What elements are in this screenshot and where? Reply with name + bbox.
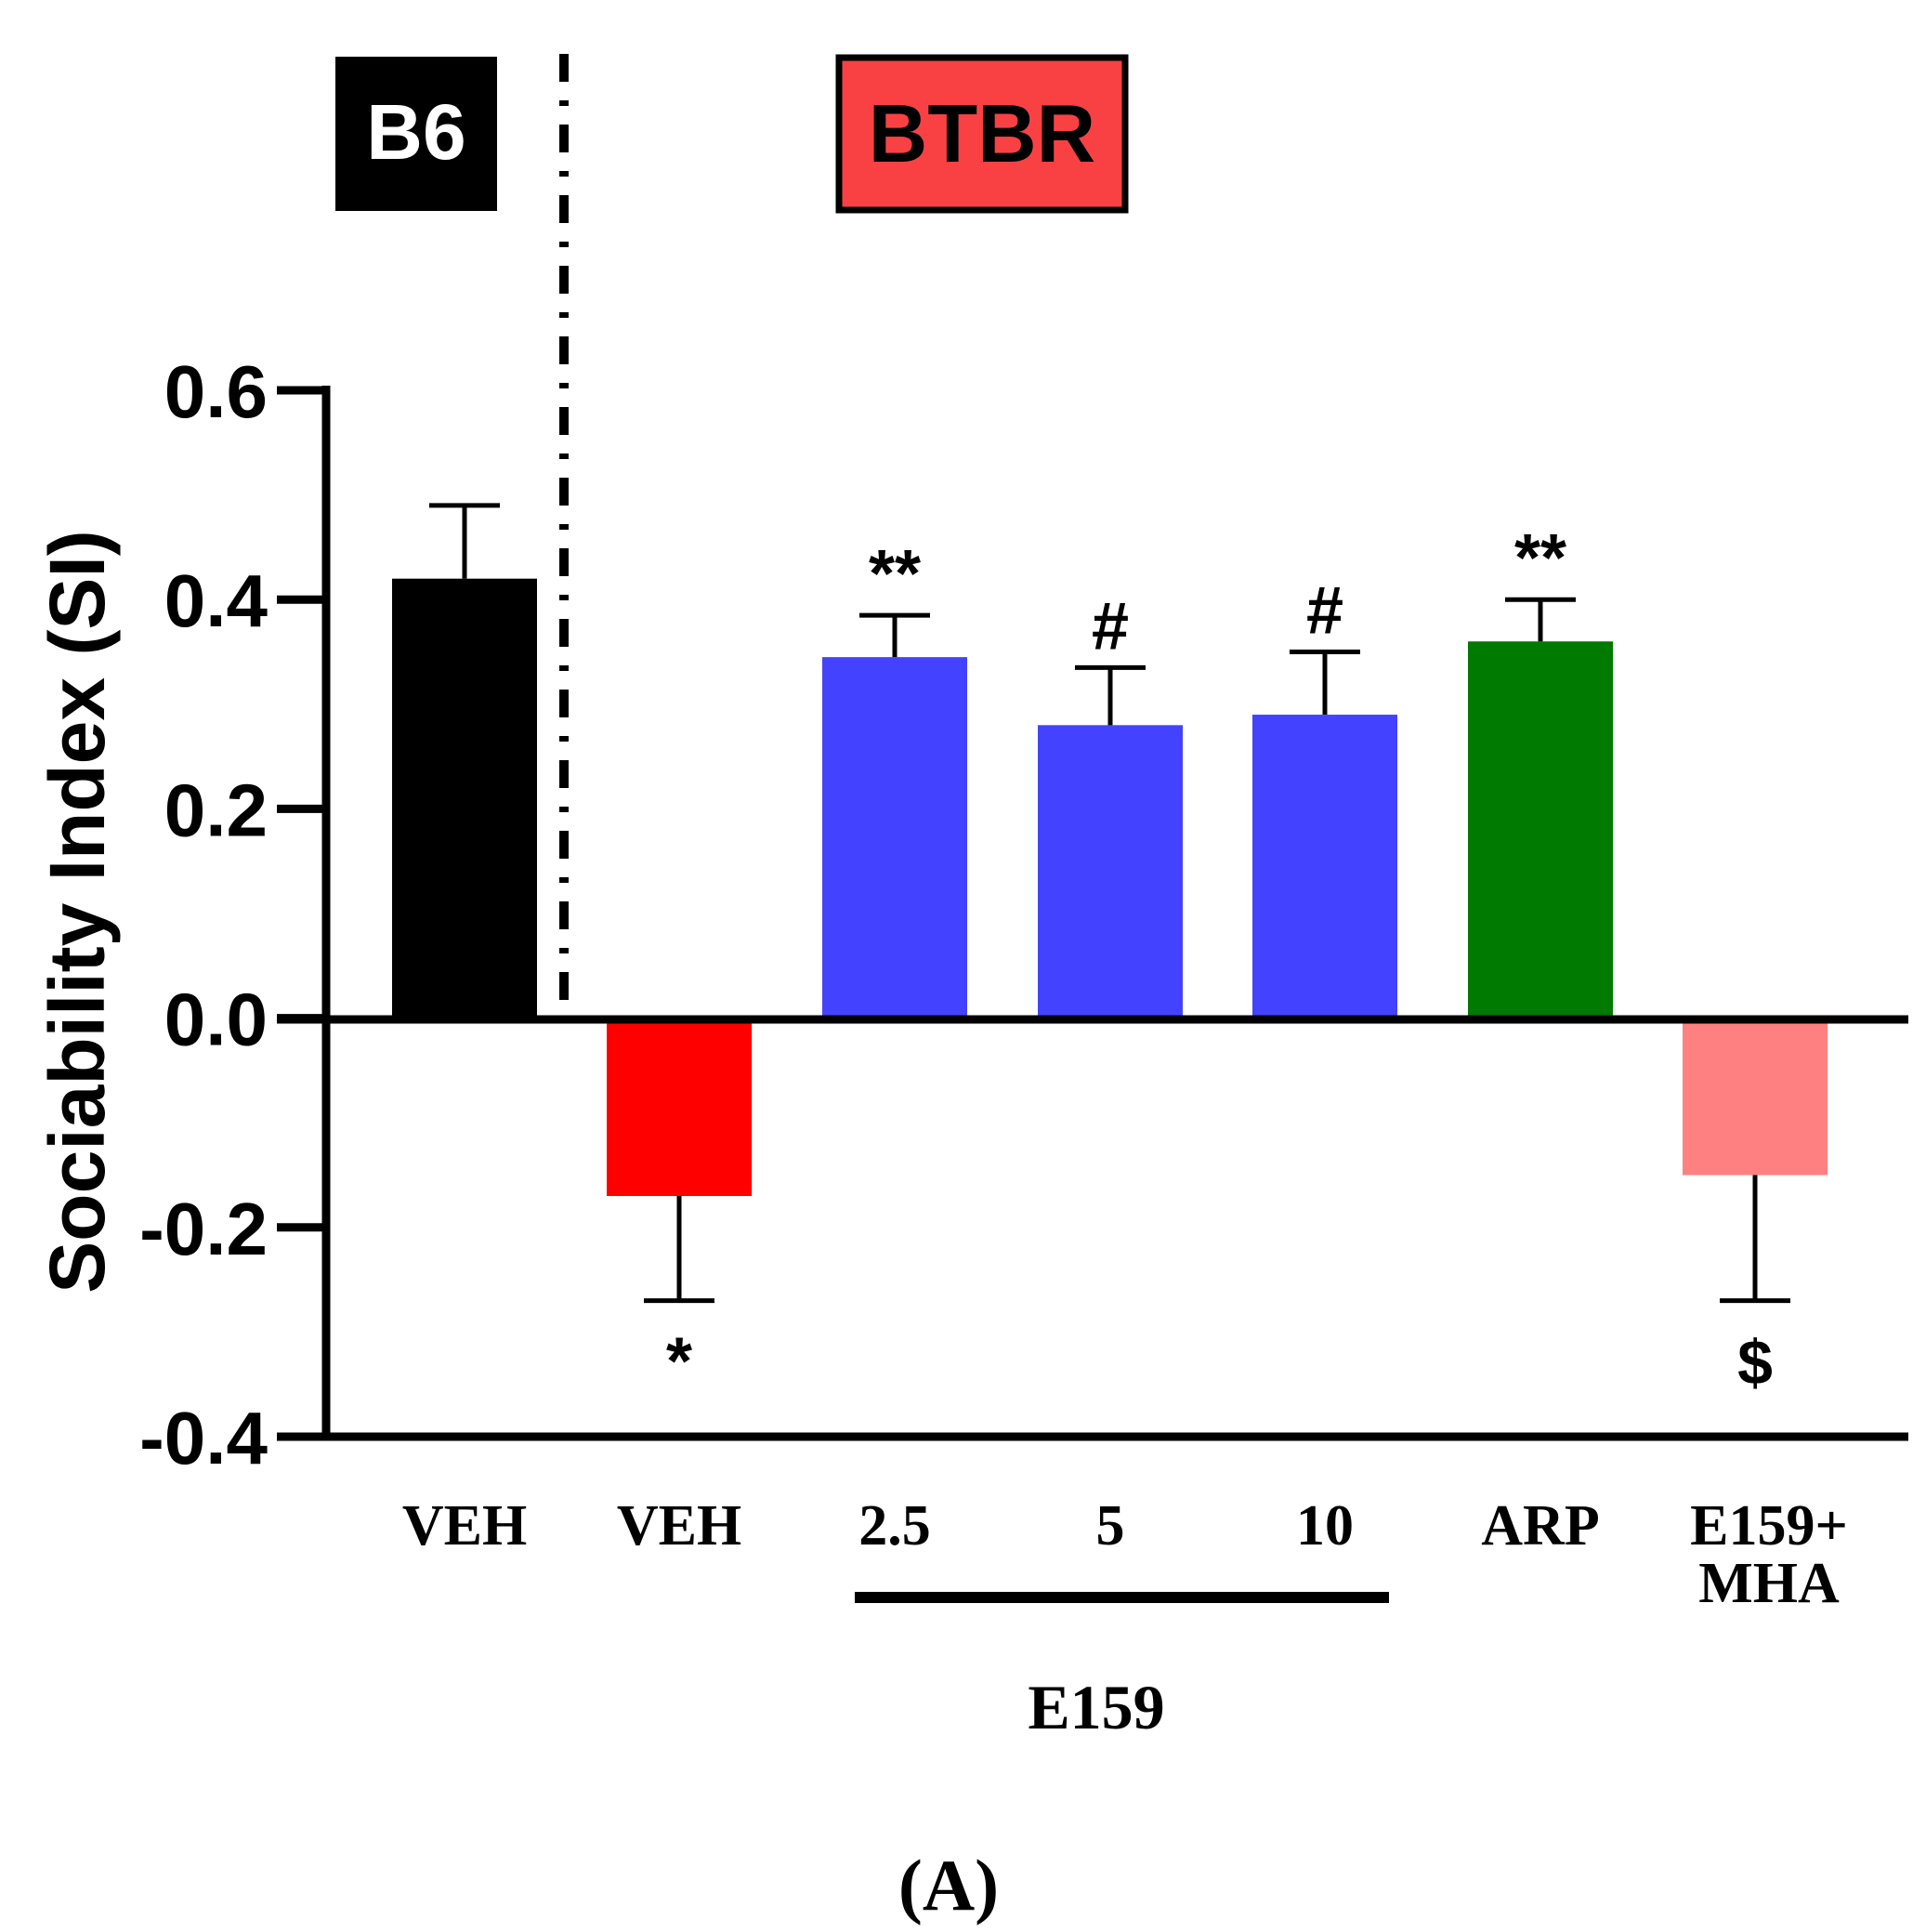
y-tick-label: -0.4	[139, 1397, 268, 1479]
y-axis-title: Sociability Index (SI)	[33, 530, 121, 1294]
y-tick-label: 0.0	[164, 979, 268, 1061]
b6-group-label: B6	[366, 88, 465, 176]
bar	[1683, 1018, 1828, 1176]
significance-label: **	[1514, 521, 1566, 596]
x-tick-label: E159+	[1690, 1494, 1848, 1557]
x-tick-label: MHA	[1698, 1552, 1840, 1615]
y-tick-label: -0.2	[139, 1188, 268, 1270]
y-tick-label: 0.6	[164, 350, 268, 433]
significance-label: *	[666, 1325, 692, 1400]
x-tick-label: 10	[1296, 1494, 1354, 1557]
x-tick-label: ARP	[1481, 1494, 1599, 1557]
significance-label: #	[1306, 574, 1343, 649]
e159-bracket-label: E159	[1028, 1672, 1164, 1742]
b6-group-box	[335, 57, 497, 211]
bar	[1468, 641, 1613, 1019]
btbr-group-box	[835, 54, 1129, 214]
panel-label: (A)	[898, 1845, 999, 1925]
bar	[392, 578, 537, 1019]
x-tick-label: 2.5	[858, 1494, 931, 1557]
x-tick-label: VEH	[617, 1494, 741, 1557]
x-tick-label: VEH	[402, 1494, 527, 1557]
bar	[607, 1018, 752, 1197]
bar	[1252, 715, 1397, 1019]
significance-label: #	[1092, 589, 1129, 664]
bar	[1038, 725, 1183, 1019]
y-tick-label: 0.4	[164, 559, 269, 642]
significance-label: **	[869, 537, 921, 611]
x-tick-label: 5	[1096, 1494, 1125, 1557]
btbr-group-label: BTBR	[869, 87, 1095, 179]
significance-label: $	[1737, 1328, 1773, 1399]
bar	[822, 657, 967, 1019]
y-tick-label: 0.2	[164, 769, 268, 851]
